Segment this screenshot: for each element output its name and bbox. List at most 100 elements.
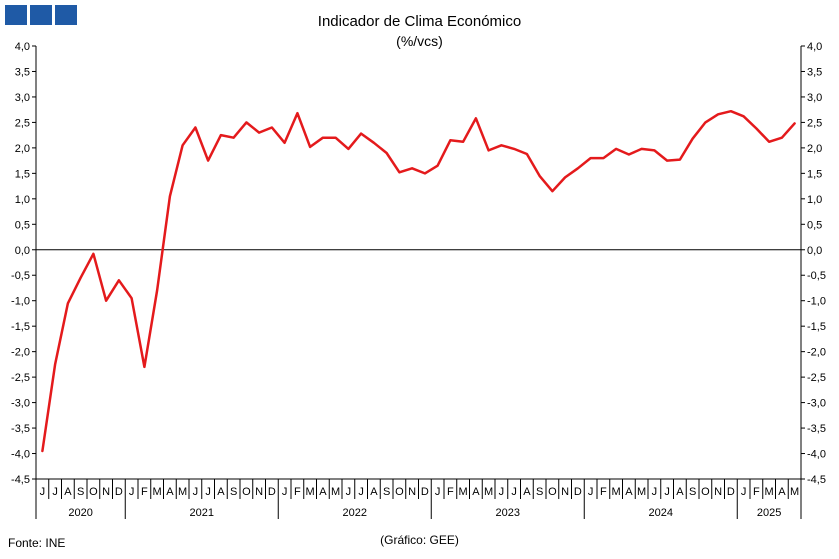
month-label: J xyxy=(588,486,594,498)
y-axis-right: 4,0 3,5 3,0 2,5 2,0 1,5 1,0 0,5 0,0 -0,5 -1,0 -1,5 -… xyxy=(801,41,826,486)
month-label: J xyxy=(129,486,135,498)
y-tick-label-left: 1,0 xyxy=(15,194,30,206)
month-label: F xyxy=(447,486,454,498)
month-label: S xyxy=(383,486,390,498)
month-label: J xyxy=(346,486,352,498)
month-label: A xyxy=(166,486,174,498)
month-label: J xyxy=(499,486,505,498)
y-axis-left: 4,0 3,5 3,0 2,5 2,0 1,5 1,0 0,5 0,0 -0,5 -1,0 -1,5 -… xyxy=(11,41,36,486)
month-label: A xyxy=(523,486,531,498)
y-tick-label-right: -4,5 xyxy=(807,474,826,486)
series-layer xyxy=(41,109,796,453)
y-tick-label-left: -1,5 xyxy=(11,321,30,333)
y-tick-label-right: 2,5 xyxy=(807,117,822,129)
chart-axes xyxy=(35,46,802,519)
month-label: J xyxy=(435,486,441,498)
month-label: A xyxy=(370,486,378,498)
y-tick-label-left: -2,5 xyxy=(11,372,30,384)
month-label: J xyxy=(511,486,517,498)
y-tick-label-right: 1,5 xyxy=(807,168,822,180)
year-label: 2025 xyxy=(757,507,781,519)
month-label: S xyxy=(77,486,84,498)
month-label: A xyxy=(625,486,633,498)
month-label: N xyxy=(408,486,416,498)
year-label: 2023 xyxy=(496,507,520,519)
y-tick-label-right: 4,0 xyxy=(807,41,822,53)
month-label: S xyxy=(230,486,237,498)
month-label: M xyxy=(306,486,315,498)
y-tick-label-left: -3,5 xyxy=(11,423,30,435)
month-label: N xyxy=(561,486,569,498)
y-tick-label-left: 0,5 xyxy=(15,219,30,231)
month-label: S xyxy=(536,486,543,498)
y-tick-label-right: 0,0 xyxy=(807,245,822,257)
year-label: 2024 xyxy=(649,507,673,519)
month-label: J xyxy=(205,486,211,498)
y-tick-label-right: 1,0 xyxy=(807,194,822,206)
month-label: M xyxy=(765,486,774,498)
month-label: F xyxy=(294,486,301,498)
month-label: J xyxy=(193,486,199,498)
y-tick-label-left: 2,5 xyxy=(15,117,30,129)
y-tick-label-left: 3,5 xyxy=(15,66,30,78)
month-label: M xyxy=(178,486,187,498)
month-label: D xyxy=(115,486,123,498)
month-label: A xyxy=(676,486,684,498)
y-tick-label-left: -0,5 xyxy=(11,270,30,282)
month-label: A xyxy=(319,486,327,498)
y-tick-label-left: 0,0 xyxy=(15,245,30,257)
y-tick-label-left: 2,0 xyxy=(15,143,30,155)
source-note: Fonte: INE xyxy=(8,536,66,550)
month-label: J xyxy=(40,486,46,498)
month-label: S xyxy=(689,486,696,498)
y-tick-label-right: -1,5 xyxy=(807,321,826,333)
y-tick-label-right: 3,5 xyxy=(807,66,822,78)
month-label: M xyxy=(612,486,621,498)
y-tick-label-right: 2,0 xyxy=(807,143,822,155)
month-label: N xyxy=(714,486,722,498)
year-label: 2020 xyxy=(68,507,92,519)
y-tick-label-left: -3,0 xyxy=(11,398,30,410)
y-tick-label-right: -2,0 xyxy=(807,347,826,359)
chart-credit: (Gráfico: GEE) xyxy=(380,533,459,547)
y-tick-label-left: 4,0 xyxy=(15,41,30,53)
month-label: O xyxy=(89,486,98,498)
ine-logo xyxy=(5,5,77,25)
month-label: M xyxy=(637,486,646,498)
y-tick-label-left: -4,0 xyxy=(11,449,30,461)
month-label: D xyxy=(574,486,582,498)
month-label: F xyxy=(753,486,760,498)
month-label: J xyxy=(358,486,364,498)
y-tick-label-right: 3,0 xyxy=(807,92,822,104)
y-tick-label-right: -2,5 xyxy=(807,372,826,384)
y-tick-label-right: -1,0 xyxy=(807,296,826,308)
month-label: O xyxy=(395,486,404,498)
chart-title: Indicador de Clima Económico xyxy=(317,13,522,30)
y-tick-label-left: -2,0 xyxy=(11,347,30,359)
month-label: A xyxy=(778,486,786,498)
y-tick-label-right: 0,5 xyxy=(807,219,822,231)
month-label: F xyxy=(141,486,148,498)
logo-square xyxy=(5,5,27,25)
logo-square xyxy=(55,5,77,25)
month-label: O xyxy=(548,486,557,498)
month-label: J xyxy=(652,486,658,498)
month-label: J xyxy=(664,486,670,498)
month-label: M xyxy=(331,486,340,498)
month-label: A xyxy=(64,486,72,498)
month-label: M xyxy=(484,486,493,498)
y-tick-label-left: -1,0 xyxy=(11,296,30,308)
month-label: A xyxy=(217,486,225,498)
month-label: D xyxy=(421,486,429,498)
month-label: M xyxy=(790,486,799,498)
year-label: 2021 xyxy=(190,507,214,519)
month-label: M xyxy=(153,486,162,498)
month-label: O xyxy=(701,486,710,498)
chart-subtitle: (%/vcs) xyxy=(396,33,443,49)
y-tick-label-left: 3,0 xyxy=(15,92,30,104)
y-tick-label-right: -4,0 xyxy=(807,449,826,461)
logo-square xyxy=(30,5,52,25)
month-label: J xyxy=(741,486,747,498)
